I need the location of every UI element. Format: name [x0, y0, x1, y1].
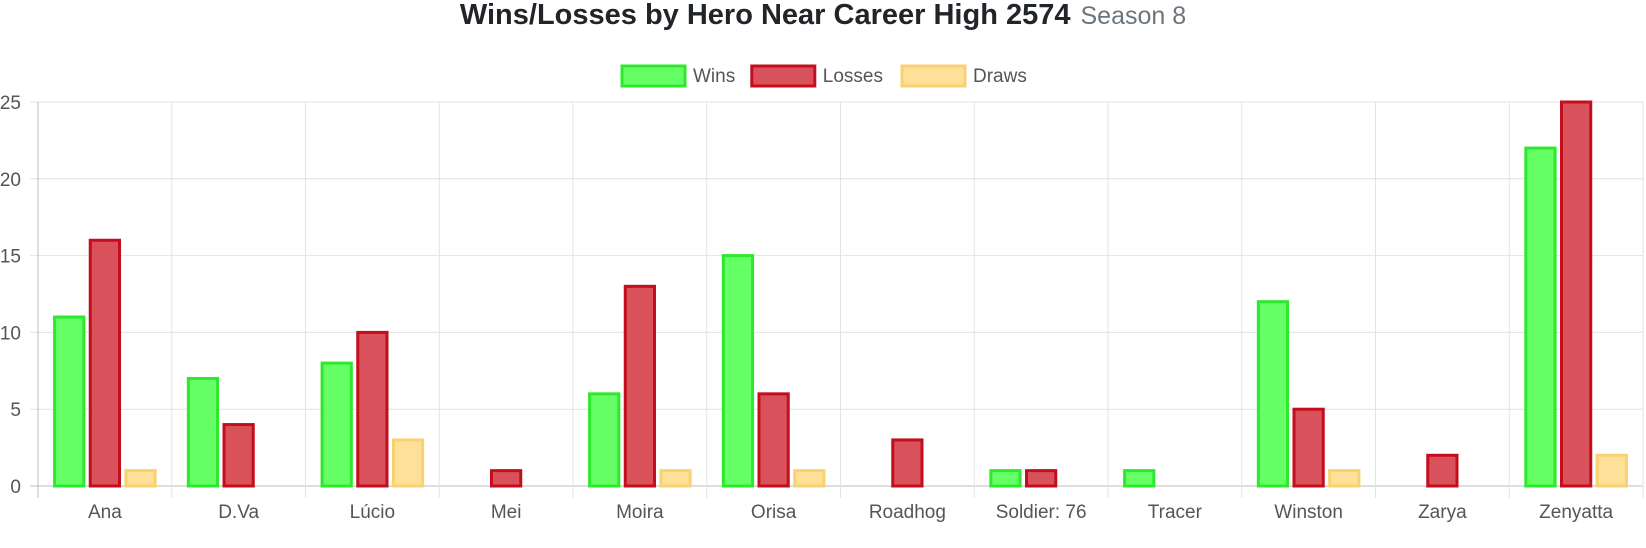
y-tick-label: 5 — [10, 400, 21, 421]
y-tick-label: 25 — [0, 93, 21, 114]
legend-swatch-losses[interactable] — [750, 64, 817, 88]
bar-losses-zarya[interactable] — [1426, 453, 1459, 488]
legend-swatch-draws[interactable] — [900, 64, 967, 88]
bar-wins-soldier-76[interactable] — [989, 469, 1022, 488]
legend-swatch-wins[interactable] — [620, 64, 687, 88]
x-tick-label: Soldier: 76 — [996, 502, 1087, 523]
legend-label-draws[interactable]: Draws — [973, 66, 1027, 87]
legend-label-losses[interactable]: Losses — [823, 66, 883, 87]
bar-losses-moira[interactable] — [623, 284, 656, 488]
x-tick-label: Winston — [1274, 502, 1343, 523]
bar-draws-moira[interactable] — [659, 469, 692, 488]
y-tick-label: 0 — [10, 477, 21, 498]
bar-losses-winston[interactable] — [1292, 407, 1325, 488]
bar-wins-d-va[interactable] — [186, 376, 220, 488]
x-tick-label: Roadhog — [869, 502, 946, 523]
x-tick-label: Orisa — [751, 502, 797, 523]
bar-losses-ana[interactable] — [88, 238, 121, 488]
x-tick-label: Tracer — [1148, 502, 1203, 523]
bar-draws-ana[interactable] — [124, 469, 157, 488]
bar-losses-l-cio[interactable] — [356, 330, 389, 488]
bar-wins-tracer[interactable] — [1123, 469, 1156, 488]
x-tick-label: D.Va — [218, 502, 259, 523]
bar-draws-orisa[interactable] — [793, 469, 826, 488]
y-tick-label: 10 — [0, 323, 21, 344]
bar-losses-orisa[interactable] — [757, 392, 790, 488]
y-tick-label: 20 — [0, 170, 21, 191]
bar-wins-moira[interactable] — [588, 392, 621, 488]
bar-draws-zenyatta[interactable] — [1595, 453, 1628, 488]
bar-losses-d-va[interactable] — [222, 423, 255, 488]
legend-label-wins[interactable]: Wins — [693, 66, 735, 87]
x-tick-label: Moira — [616, 502, 664, 523]
bar-wins-orisa[interactable] — [721, 254, 755, 488]
bar-wins-l-cio[interactable] — [320, 361, 353, 488]
bar-losses-mei[interactable] — [490, 469, 523, 488]
bar-wins-zenyatta[interactable] — [1524, 146, 1557, 488]
bar-draws-winston[interactable] — [1328, 469, 1361, 488]
x-tick-label: Zarya — [1418, 502, 1467, 523]
bar-draws-l-cio[interactable] — [391, 438, 425, 488]
x-tick-label: Mei — [491, 502, 522, 523]
bar-wins-ana[interactable] — [53, 315, 86, 488]
y-tick-label: 15 — [0, 247, 21, 268]
chart-header: Wins/Losses by Hero Near Career High 257… — [0, 0, 1646, 34]
x-tick-label: Zenyatta — [1539, 502, 1613, 523]
bar-losses-roadhog[interactable] — [891, 438, 924, 488]
chart-subtitle: Season 8 — [1080, 2, 1187, 30]
bar-losses-zenyatta[interactable] — [1560, 100, 1593, 488]
bar-losses-soldier-76[interactable] — [1025, 469, 1058, 488]
x-tick-label: Lúcio — [350, 502, 395, 523]
chart-title: Wins/Losses by Hero Near Career High 257… — [459, 0, 1071, 31]
x-tick-label: Ana — [88, 502, 122, 523]
bar-wins-winston[interactable] — [1256, 300, 1290, 488]
